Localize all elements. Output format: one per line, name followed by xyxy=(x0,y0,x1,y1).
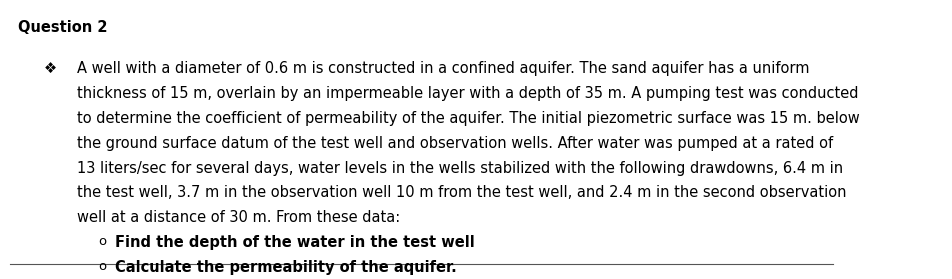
Text: A well with a diameter of 0.6 m is constructed in a confined aquifer. The sand a: A well with a diameter of 0.6 m is const… xyxy=(77,61,808,76)
Text: to determine the coefficient of permeability of the aquifer. The initial piezome: to determine the coefficient of permeabi… xyxy=(77,111,859,126)
Text: Question 2: Question 2 xyxy=(18,20,108,35)
Text: o: o xyxy=(98,260,106,273)
Text: Calculate the permeability of the aquifer.: Calculate the permeability of the aquife… xyxy=(114,260,456,275)
Text: Find the depth of the water in the test well: Find the depth of the water in the test … xyxy=(114,235,474,250)
Text: the ground surface datum of the test well and observation wells. After water was: the ground surface datum of the test wel… xyxy=(77,136,832,151)
Text: the test well, 3.7 m in the observation well 10 m from the test well, and 2.4 m : the test well, 3.7 m in the observation … xyxy=(77,186,845,200)
Text: ❖: ❖ xyxy=(44,61,56,76)
Text: well at a distance of 30 m. From these data:: well at a distance of 30 m. From these d… xyxy=(77,210,400,225)
Text: o: o xyxy=(98,235,106,248)
Text: 13 liters/sec for several days, water levels in the wells stabilized with the fo: 13 liters/sec for several days, water le… xyxy=(77,160,843,175)
Text: thickness of 15 m, overlain by an impermeable layer with a depth of 35 m. A pump: thickness of 15 m, overlain by an imperm… xyxy=(77,86,858,101)
